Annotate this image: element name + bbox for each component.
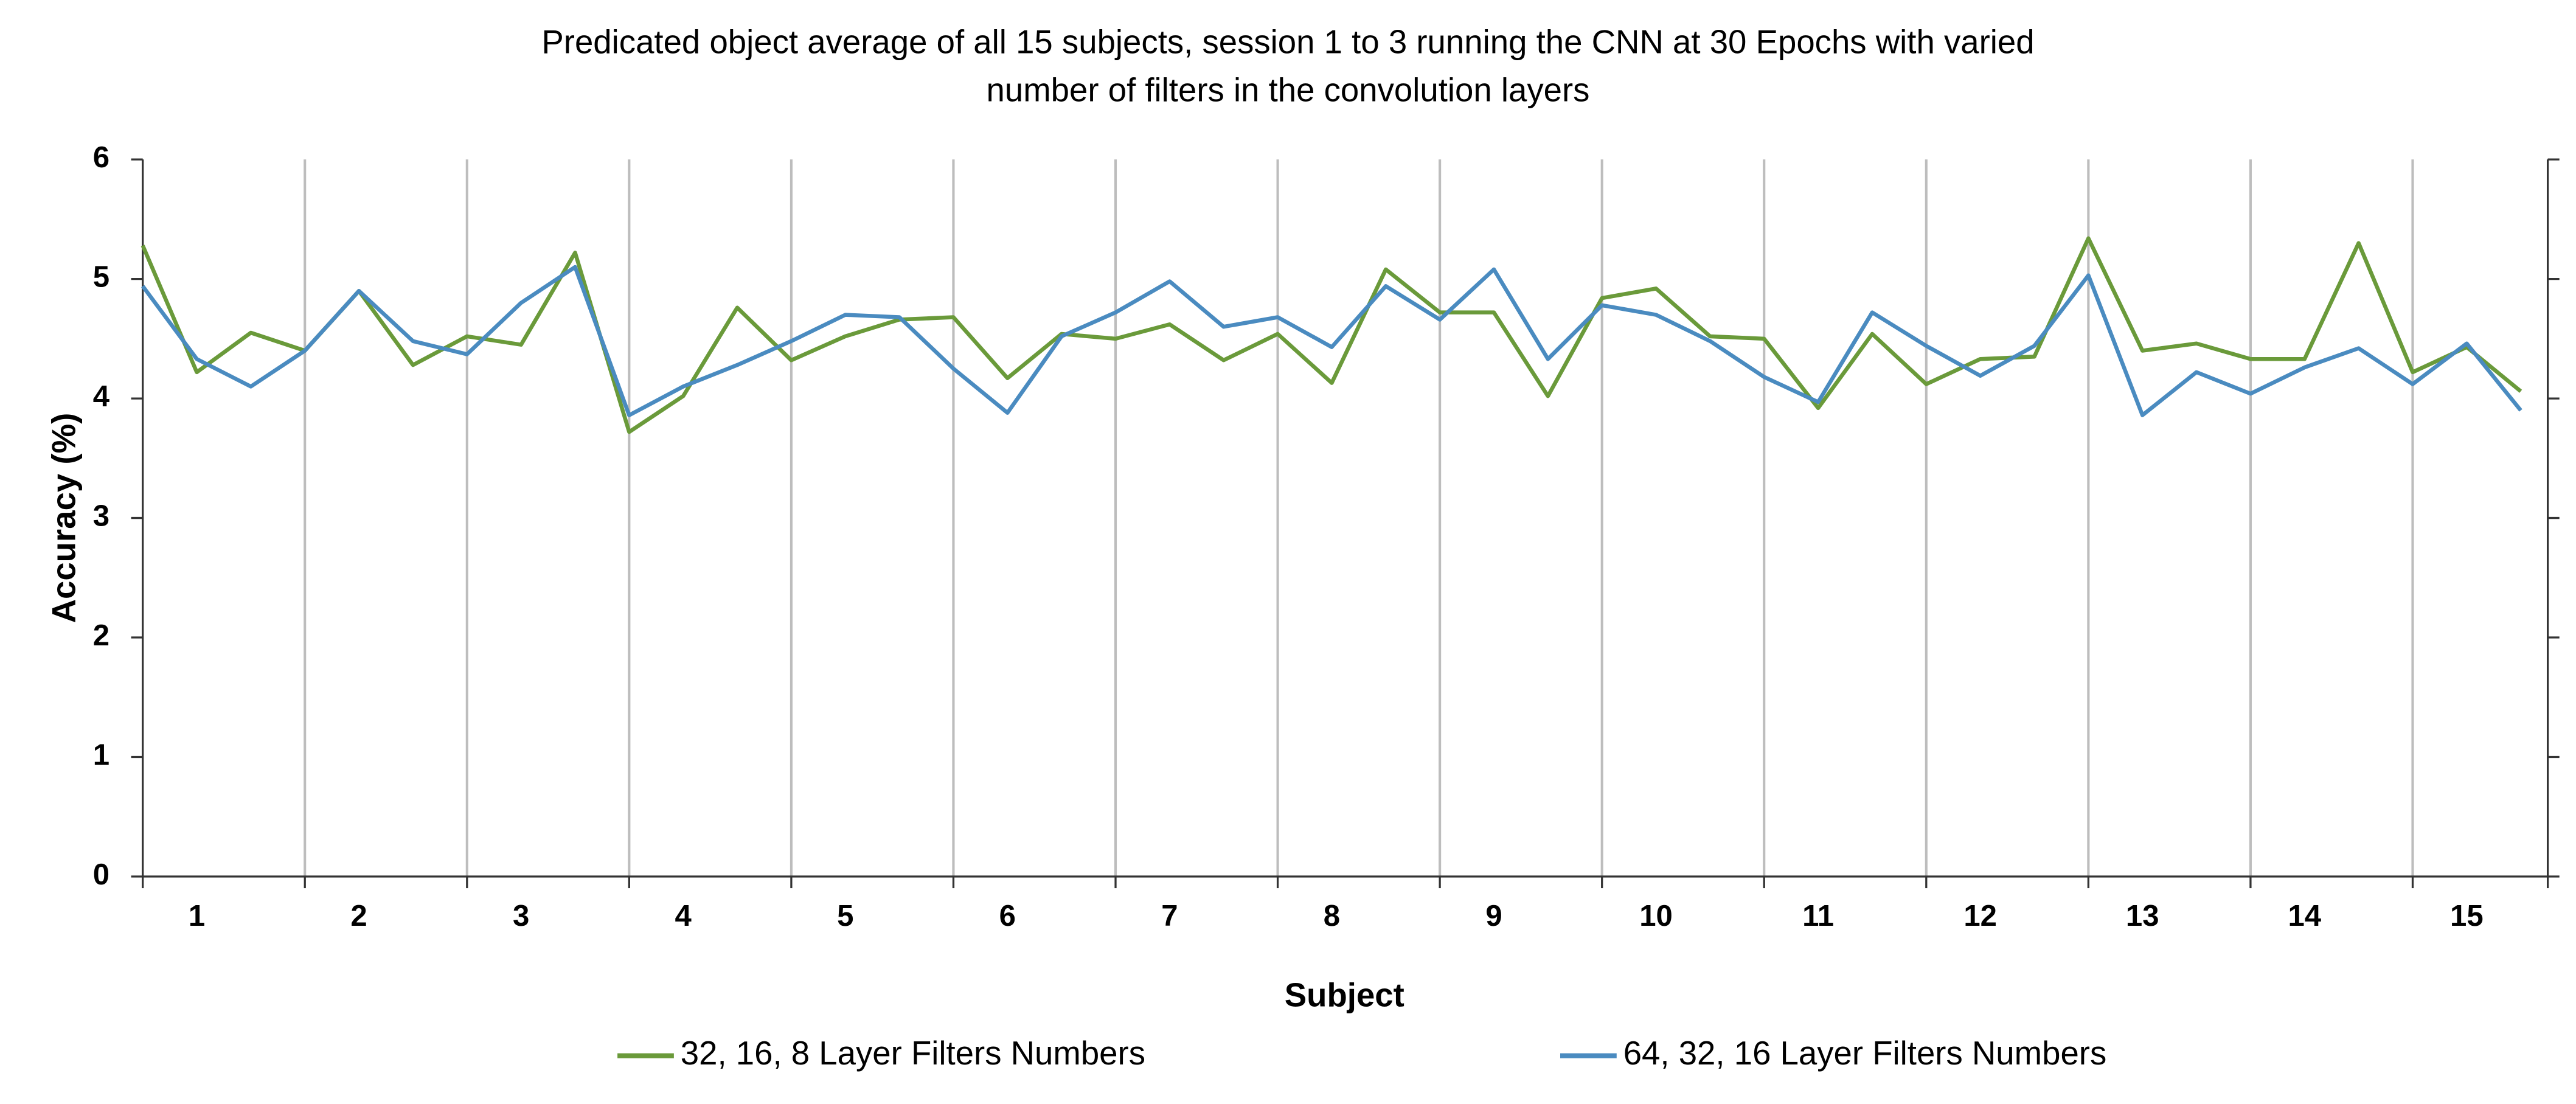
y-axis-label: Accuracy (%) [46,413,83,623]
y-tick-label: 4 [93,380,110,413]
x-tick-label: 7 [1161,900,1178,932]
line-series [141,265,2522,417]
x-tick-label: 1 [189,900,205,932]
y-tick-label: 5 [93,261,109,294]
x-tick-label: 14 [2288,900,2321,932]
chart-title: Predicated object average of all 15 subj… [541,25,2035,110]
y-tick-label: 0 [93,858,109,891]
title-box: Predicated object average of all 15 subj… [541,25,2035,110]
y-tick-label: 6 [93,141,109,174]
x-tick-label: 5 [837,900,853,932]
x-tick-label: 2 [350,900,367,932]
x-tick-label: 4 [675,900,692,932]
x-tick-label: 9 [1485,900,1502,932]
x-tick-label: 11 [1802,900,1834,932]
y-tick-label: 3 [93,500,109,533]
x-tick-label: 13 [2126,900,2159,932]
x-tick-label: 12 [1963,900,1997,932]
line-series [141,236,2522,434]
x-tick-label: 6 [999,900,1016,932]
x-tick-label: 3 [513,900,529,932]
x-tick-label: 10 [1639,900,1673,932]
x-tick-label: 8 [1324,900,1340,932]
x-tick-label: 15 [2450,900,2484,932]
legend-label: 64, 32, 16 Layer Filters Numbers [1623,1035,2107,1072]
y-tick-label: 1 [93,738,109,771]
y-tick-label: 2 [93,619,109,652]
x-axis-label: Subject [1285,977,1404,1014]
legend-label: 32, 16, 8 Layer Filters Numbers [681,1035,1145,1072]
